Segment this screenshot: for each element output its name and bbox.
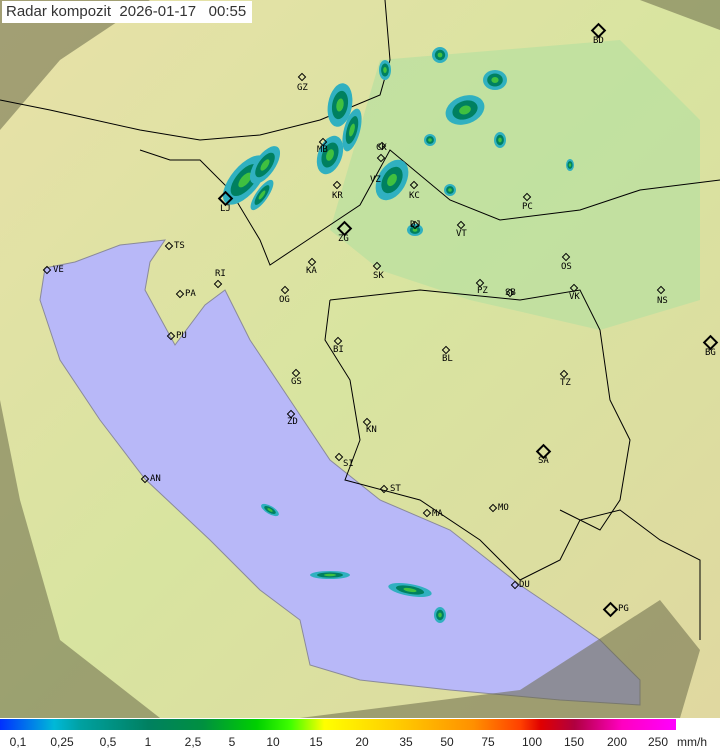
radar-echo	[448, 188, 452, 192]
legend-tick-label: 2,5	[184, 735, 202, 749]
city-label: DU	[519, 580, 530, 590]
city-label: KR	[332, 191, 343, 201]
city-label: PG	[618, 604, 629, 614]
city-label: RI	[215, 269, 226, 279]
city-label: KN	[366, 425, 377, 435]
legend-tick-label: 250	[647, 735, 669, 749]
city-label: OG	[279, 295, 290, 305]
radar-echo	[459, 105, 471, 115]
city-label: KA	[306, 266, 317, 276]
city-label: DJ	[410, 220, 421, 230]
legend-tick-label: 0,1	[9, 735, 27, 749]
city-label: PA	[185, 289, 196, 299]
legend-tick-label: 100	[521, 735, 543, 749]
city-label: KC	[409, 191, 420, 201]
city-label: PC	[522, 202, 533, 212]
city-label: VT	[456, 229, 467, 239]
city-label: TZ	[560, 378, 571, 388]
city-label: SK	[373, 271, 384, 281]
radar-echo	[438, 612, 442, 618]
radar-echo	[258, 190, 266, 200]
radar-echo	[568, 163, 572, 167]
city-label: GS	[291, 377, 302, 387]
pannonian-plain	[330, 40, 700, 330]
legend-tick-label: 1	[144, 735, 152, 749]
outside-radar-coverage	[0, 0, 720, 718]
city-label: VE	[53, 265, 64, 275]
city-label: SA	[538, 456, 549, 466]
radar-echo	[324, 573, 336, 577]
legend-tick-label: 50	[440, 735, 454, 749]
city-label: PU	[176, 331, 187, 341]
legend-tick-label: 0,25	[50, 735, 74, 749]
adriatic-sea	[39, 239, 641, 706]
legend-color-bar	[0, 719, 676, 730]
radar-echo	[267, 508, 273, 512]
city-label: BL	[442, 354, 453, 364]
city-label: ST	[390, 484, 401, 494]
city-label: SI	[343, 459, 354, 469]
city-label: VZ	[370, 175, 381, 185]
legend-tick-label: 35	[399, 735, 413, 749]
radar-echo	[387, 173, 397, 187]
radar-echo	[349, 123, 355, 137]
radar-echo	[238, 172, 252, 188]
legend-tick-label: 20	[355, 735, 369, 749]
city-label: MB	[317, 145, 328, 155]
legend-tick-label: 75	[481, 735, 495, 749]
radar-echo	[498, 137, 502, 143]
city-label: OS	[561, 262, 572, 272]
legend-tick-label: 10	[266, 735, 280, 749]
legend-tick-label: 5	[228, 735, 236, 749]
radar-echo	[412, 228, 418, 232]
legend-tick-label: 150	[563, 735, 585, 749]
legend-tick-label: 200	[606, 735, 628, 749]
radar-echo	[326, 149, 334, 161]
city-label: CK	[376, 143, 387, 153]
legend-unit: mm/h	[677, 735, 707, 749]
city-label: GZ	[297, 83, 308, 93]
legend-tick-label: 15	[309, 735, 323, 749]
radar-echo	[260, 159, 270, 171]
radar-echoes	[222, 47, 574, 623]
city-label: NS	[657, 296, 668, 306]
city-label: BI	[333, 345, 344, 355]
radar-echo	[336, 98, 344, 112]
title-date: 2026-01-17	[119, 3, 197, 20]
city-label: ZD	[287, 417, 298, 427]
title-text: Radar kompozit	[6, 3, 112, 20]
city-label: PZ	[477, 286, 488, 296]
city-label: MA	[432, 509, 443, 519]
legend-tick-label: 0,5	[99, 735, 117, 749]
radar-echo	[491, 77, 499, 83]
title-time: 00:55	[208, 3, 247, 20]
radar-map	[0, 0, 720, 718]
city-label: ZG	[338, 234, 349, 244]
city-label: BD	[593, 36, 604, 46]
city-label: VK	[569, 292, 580, 302]
city-label: SB	[505, 288, 516, 298]
radar-echo	[428, 138, 432, 142]
city-label: LJ	[220, 204, 231, 214]
legend-labels: 0,1 0,25 0,5 1 2,5 5 10 15 20 35 50 75 100 150 200 250 m…	[0, 735, 720, 751]
city-label: AN	[150, 474, 161, 484]
radar-echo	[383, 67, 387, 73]
map-title: Radar kompozit 2026-01-17 00:55	[2, 1, 253, 23]
city-label: MO	[498, 503, 509, 513]
radar-echo	[403, 587, 417, 593]
city-label: TS	[174, 241, 185, 251]
city-label: BG	[705, 348, 716, 358]
radar-echo	[437, 52, 443, 58]
